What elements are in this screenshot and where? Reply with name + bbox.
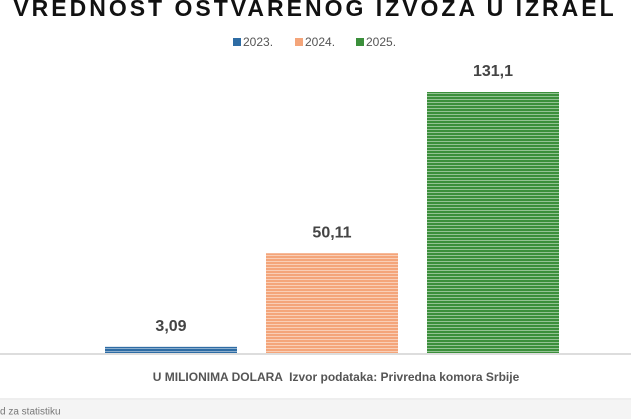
bar-stripes (266, 253, 398, 353)
bar-stripes (105, 346, 237, 353)
bottom-band (0, 400, 631, 419)
data-label: 3,09 (155, 318, 186, 335)
legend-swatch (295, 38, 303, 46)
legend-swatch (356, 38, 364, 46)
bar-stripes (427, 92, 559, 353)
data-label: 50,11 (312, 224, 351, 241)
legend-swatch (233, 38, 241, 46)
data-label: 131,1 (473, 63, 513, 80)
legend-label: 2023. (243, 35, 273, 49)
legend-label: 2024. (305, 35, 335, 49)
legend-label: 2025. (366, 35, 396, 49)
chart-title: VREDNOST OSTVARENOG IZVOZA U IZRAEL (13, 0, 616, 21)
footer: U MILIONIMA DOLARA Izvor podataka: Privr… (153, 370, 520, 384)
note: d za statistiku (0, 407, 61, 418)
